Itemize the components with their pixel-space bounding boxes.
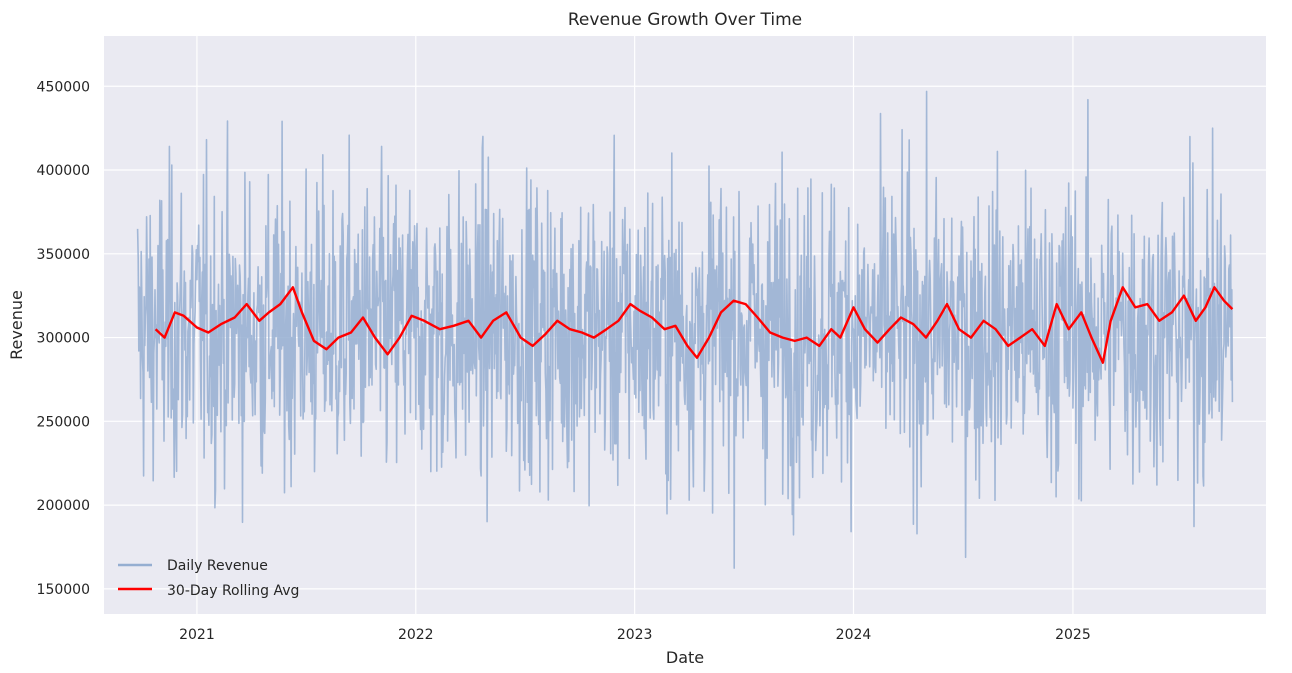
daily-revenue-series — [136, 90, 1234, 569]
daily-revenue-line — [136, 90, 1234, 569]
legend: Daily Revenue 30-Day Rolling Avg — [118, 558, 299, 599]
y-axis-ticks: 150000 200000 250000 300000 350000 400000 4500… — [37, 79, 90, 598]
chart-title: Revenue Growth Over Time — [568, 10, 802, 30]
x-tick-label: 2022 — [398, 627, 434, 643]
x-axis-label: Date — [666, 648, 704, 667]
y-tick-label: 450000 — [37, 79, 90, 95]
rolling-avg-line — [154, 286, 1234, 364]
x-tick-label: 2023 — [617, 627, 653, 643]
x-tick-label: 2025 — [1055, 627, 1091, 643]
y-tick-label: 300000 — [37, 331, 90, 347]
y-tick-label: 400000 — [37, 163, 90, 179]
y-tick-label: 150000 — [37, 582, 90, 598]
y-axis-label: Revenue — [7, 290, 26, 360]
y-tick-label: 350000 — [37, 247, 90, 263]
legend-label-rolling-avg: 30-Day Rolling Avg — [167, 583, 299, 599]
x-tick-label: 2021 — [179, 627, 215, 643]
y-tick-label: 200000 — [37, 498, 90, 514]
legend-label-daily-revenue: Daily Revenue — [167, 558, 268, 574]
x-axis-ticks: 2021 2022 2023 2024 2025 — [179, 627, 1091, 643]
rolling-avg-series — [154, 286, 1234, 364]
x-tick-label: 2024 — [836, 627, 872, 643]
y-tick-label: 250000 — [37, 414, 90, 430]
